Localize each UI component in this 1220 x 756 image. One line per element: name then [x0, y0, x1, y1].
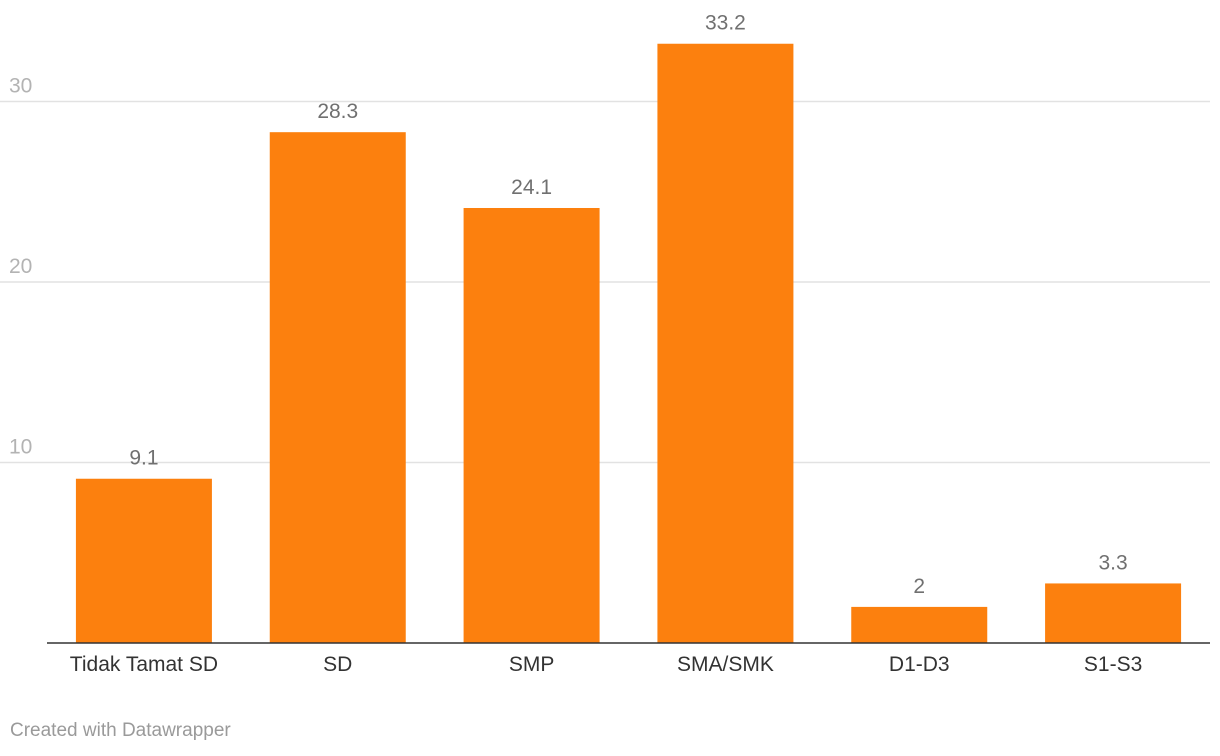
datawrapper-credit: Created with Datawrapper [10, 720, 231, 741]
x-axis-category-labels: Tidak Tamat SD SD SMP SMA/SMK D1-D3 S1-S3 [70, 653, 1142, 676]
category-label-2: SMP [509, 653, 555, 676]
y-axis-tick-labels: 10 20 30 [9, 75, 32, 459]
category-label-4: D1-D3 [889, 653, 950, 676]
bar-3 [657, 43, 794, 644]
bar-0 [75, 478, 212, 643]
category-label-5: S1-S3 [1084, 653, 1142, 676]
y-tick-label-10: 10 [9, 436, 32, 459]
bar-1 [269, 132, 406, 643]
bar-2 [463, 207, 600, 643]
value-label-0: 9.1 [129, 447, 158, 470]
value-label-3: 33.2 [705, 12, 746, 35]
y-tick-label-20: 20 [9, 255, 32, 278]
category-label-1: SD [323, 653, 352, 676]
y-tick-label-30: 30 [9, 75, 32, 98]
bar-5 [1045, 583, 1182, 643]
category-label-0: Tidak Tamat SD [70, 653, 218, 676]
category-label-3: SMA/SMK [677, 653, 774, 676]
value-labels: 9.1 28.3 24.1 33.2 2 3.3 [129, 12, 1127, 598]
bar-chart: 10 20 30 9.1 28.3 24.1 33.2 2 3.3 Tidak Tamat S… [0, 12, 1210, 676]
value-label-1: 28.3 [317, 100, 358, 123]
value-label-2: 24.1 [511, 176, 552, 199]
grid-lines [0, 100, 1210, 464]
bars [75, 43, 1182, 644]
value-label-5: 3.3 [1098, 551, 1127, 574]
bar-4 [851, 606, 988, 643]
value-label-4: 2 [913, 575, 925, 598]
